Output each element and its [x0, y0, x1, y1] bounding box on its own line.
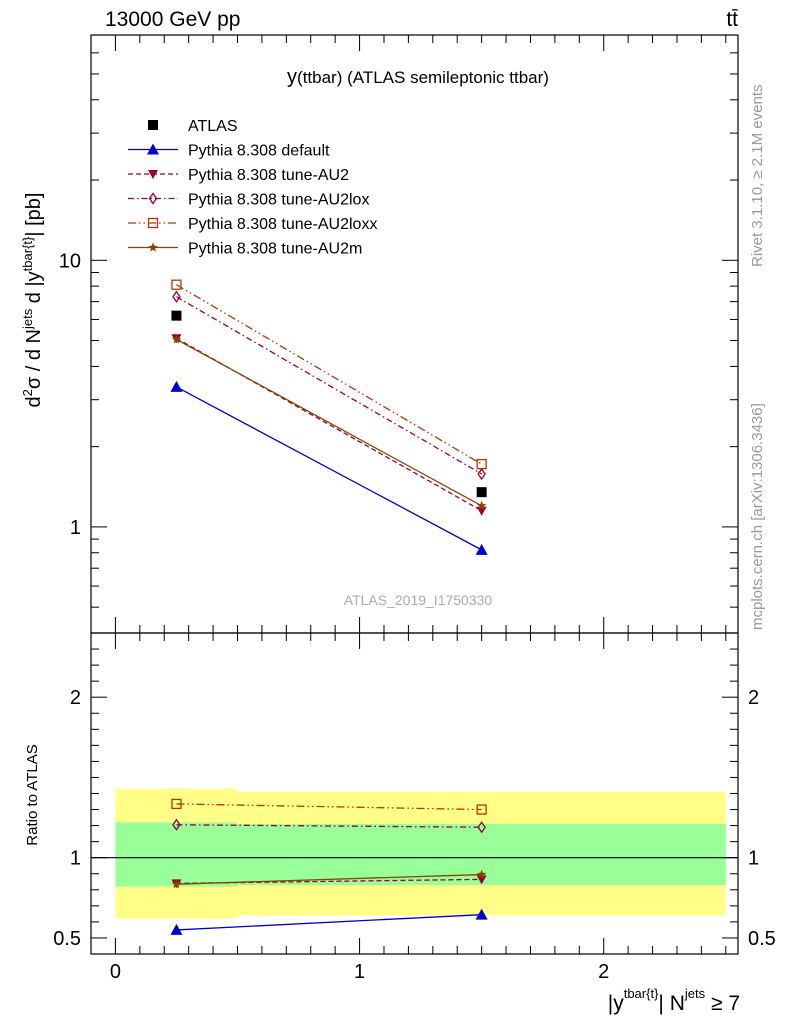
series-3-point-0	[172, 290, 181, 303]
ratio-series-0-line	[176, 914, 482, 931]
ratio-series-3-point-1	[476, 804, 487, 815]
legend-marker-1	[147, 143, 159, 155]
legend-entry-3: Pythia 8.308 tune-AU2lox	[188, 192, 369, 209]
legend-entry-4: Pythia 8.308 tune-AU2loxx	[188, 216, 377, 233]
series-2-point-1	[476, 506, 487, 516]
analysis-watermark: ATLAS_2019_I1750330	[344, 592, 493, 608]
ratio-series-4-line	[176, 873, 482, 885]
legend-marker-5	[148, 242, 158, 252]
legend-entry-0: ATLAS	[188, 118, 238, 135]
main-panel: y(ttbar) (ATLAS semileptonic ttbar) ATLA…	[20, 34, 739, 634]
ratio-y-axis-label: Ratio to ATLAS	[24, 744, 41, 845]
x-axis-label: |ytbar{t}| Njets ≥ 7	[608, 986, 740, 1015]
series-0-point-1	[476, 487, 487, 498]
ratio-series-4-point-1	[476, 869, 487, 879]
x-tick-label-0: 0	[110, 961, 121, 983]
ratio-series-2-line	[176, 824, 482, 828]
series-5-point-1	[476, 500, 487, 510]
legend-marker-2	[148, 170, 158, 179]
legend-marker-4	[147, 217, 159, 229]
ratio-series-2-point-0	[172, 818, 181, 831]
x-tick-label-1: 1	[354, 961, 365, 983]
legend-entry-1: Pythia 8.308 default	[188, 143, 330, 160]
ratio-y-tick-label-2: 2	[70, 687, 81, 709]
series-4-point-0	[171, 279, 182, 290]
main-y-tick-label-0: 1	[70, 517, 81, 539]
series-1-point-1	[475, 543, 488, 555]
series-4-point-1	[476, 458, 487, 470]
ratio-y-tick-label-0: 0.5	[53, 928, 81, 950]
legend-entry-2: Pythia 8.308 tune-AU2	[188, 167, 349, 184]
mcplots-label: mcplots.cern.ch [arXiv:1306.3436]	[749, 403, 766, 630]
ratio-y-tick-label-right-1: 1	[748, 848, 759, 870]
rivet-label: Rivet 3.1.10, ≥ 2.1M events	[749, 85, 766, 268]
series-5-point-0	[171, 334, 182, 344]
header-left: 13000 GeV pp	[105, 8, 240, 31]
header-right: tt̄	[726, 8, 738, 31]
legend-entry-5: Pythia 8.308 tune-AU2m	[188, 241, 362, 258]
main-y-tick-label-1: 10	[59, 250, 81, 272]
series-3-line	[176, 296, 482, 475]
ratio-series-3-point-0	[171, 798, 182, 810]
ratio-series-0-point-0	[170, 923, 183, 935]
ratio-panel: 0.5 0.5 1 1 2 2 0 1 2 Ratio to ATLAS |ytbar{t}| …	[24, 632, 776, 1015]
uncertainty-band-green-0	[115, 822, 238, 887]
series-1-point-0	[170, 380, 183, 392]
ratio-frame	[90, 632, 739, 955]
series-1-line	[176, 386, 482, 551]
ratio-y-tick-label-right-2: 2	[748, 687, 759, 709]
series-3-point-1	[477, 467, 486, 481]
y-axis-label: d2σ / d Njets d |ytbar{t}| [pb]	[20, 193, 45, 408]
ratio-series-2-point-1	[477, 821, 486, 834]
series-4-line	[176, 284, 482, 465]
series-0-point-0	[171, 310, 182, 321]
ratio-y-tick-label-1: 1	[70, 848, 81, 870]
ratio-series-4-point-0	[171, 879, 182, 889]
series-5-line	[176, 338, 482, 507]
legend: ATLAS Pythia 8.308 default Pythia 8.308 tu…	[128, 118, 377, 258]
ratio-series-0-point-1	[475, 908, 488, 920]
ratio-y-tick-label-right-0: 0.5	[748, 928, 776, 950]
chart-title: y(ttbar) (ATLAS semileptonic ttbar)	[287, 66, 549, 88]
legend-marker-3	[148, 192, 158, 205]
x-tick-label-2: 2	[598, 961, 609, 983]
legend-marker-0	[148, 120, 158, 130]
